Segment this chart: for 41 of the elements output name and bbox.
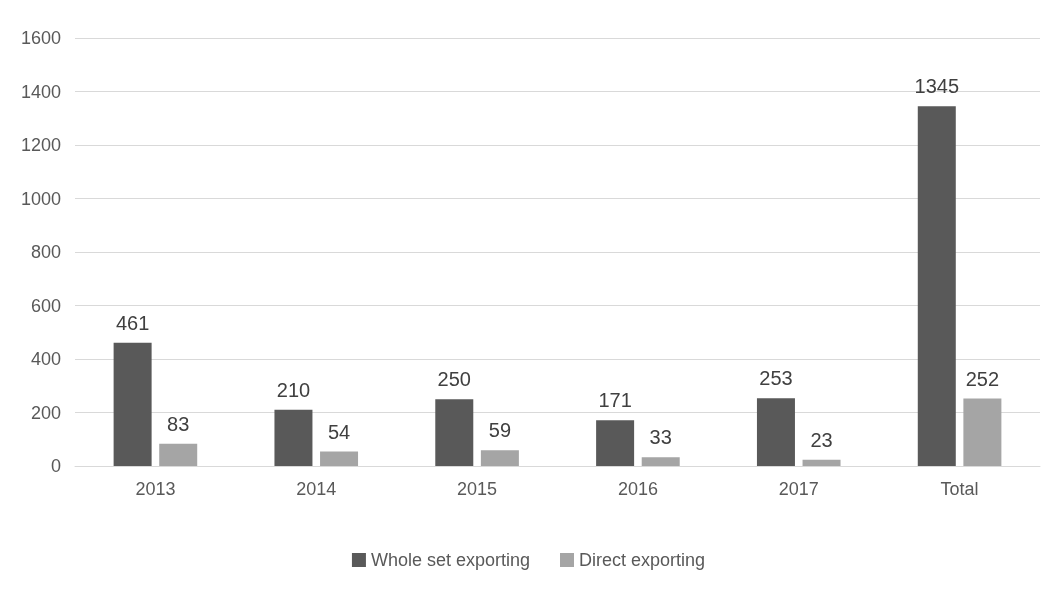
bar [159,443,198,466]
data-label: 23 [810,428,833,451]
data-label: 1345 [914,75,960,98]
data-label: 33 [649,426,672,449]
x-tick-label: 2017 [778,479,819,499]
data-label: 250 [437,368,471,391]
data-label: 461 [115,311,150,334]
bar [917,106,956,466]
y-tick-label: 200 [30,402,61,423]
y-tick-label: 800 [30,242,61,262]
y-tick-label: 0 [50,456,61,476]
y-tick-label: 1200 [20,135,61,155]
y-tick-label: 1000 [20,188,61,209]
data-label: 171 [598,389,632,412]
y-tick-label: 600 [30,295,61,316]
bar [802,459,841,466]
bar [596,420,635,466]
data-label: 83 [167,412,190,435]
x-tick-label: 2014 [296,479,337,499]
bar [435,399,474,466]
bar [274,409,313,466]
legend-label: Direct exporting [579,550,706,570]
x-tick-label: Total [940,479,979,499]
data-label: 54 [327,420,351,443]
y-tick-label: 1600 [20,28,61,48]
data-label: 59 [488,419,512,442]
bar [641,457,680,466]
bar [480,450,519,466]
y-tick-label: 400 [30,349,61,369]
bar [963,398,1002,466]
y-tick-label: 1400 [20,81,61,102]
legend-label: Whole set exporting [370,550,531,570]
x-tick-label: 2015 [457,479,498,499]
bar [756,398,795,466]
data-label: 210 [276,378,311,401]
x-tick-label: 2013 [135,479,176,499]
x-tick-label: 2016 [617,479,658,499]
data-label: 253 [759,367,793,390]
bar [320,451,359,466]
data-label: 252 [965,367,1000,390]
bar [113,342,152,466]
